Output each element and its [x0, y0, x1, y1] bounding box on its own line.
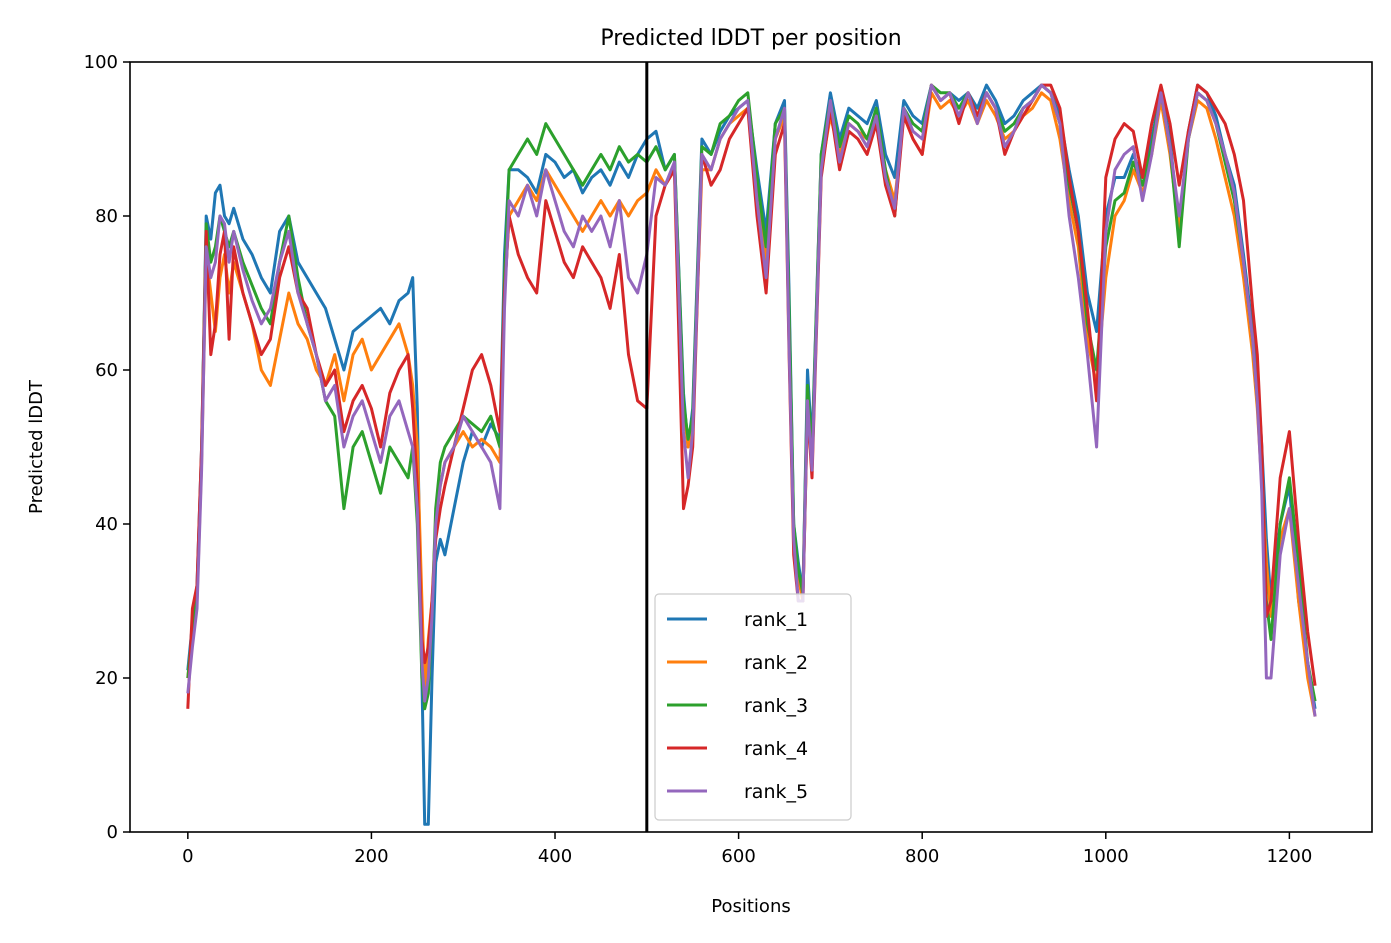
legend-label-rank_1: rank_1 [744, 609, 808, 631]
x-tick-label: 0 [182, 846, 193, 867]
x-tick-label: 1000 [1083, 846, 1129, 867]
y-tick-label: 80 [95, 206, 118, 227]
y-tick-label: 100 [84, 52, 118, 73]
legend-box [654, 593, 852, 821]
legend-label-rank_4: rank_4 [744, 738, 808, 760]
series-layer [186, 83, 1317, 826]
series-line-rank_4 [186, 83, 1317, 709]
series-line-rank_5 [186, 83, 1317, 717]
legend-label-rank_3: rank_3 [744, 695, 808, 717]
y-tick-label: 60 [95, 360, 118, 381]
plot-frame [129, 61, 1373, 833]
y-axis-label: Predicted lDDT [26, 379, 47, 514]
x-tick-label: 400 [538, 846, 572, 867]
series-line-rank_1 [186, 83, 1317, 826]
x-tick-label: 1200 [1266, 846, 1312, 867]
chart-title: Predicted lDDT per position [600, 26, 901, 51]
legend-label-rank_2: rank_2 [744, 652, 808, 674]
series-line-rank_3 [186, 83, 1317, 711]
y-axis: 0 20 40 60 80 100 [84, 52, 130, 843]
x-axis-label: Positions [711, 896, 790, 917]
y-tick-label: 0 [107, 822, 118, 843]
legend: rank_1 rank_2 rank_3 rank_4 rank_5 [654, 593, 852, 821]
legend-label-rank_5: rank_5 [744, 781, 808, 803]
x-axis: 0 200 400 600 800 1000 1200 [182, 832, 1312, 867]
y-tick-label: 40 [95, 514, 118, 535]
x-tick-label: 800 [905, 846, 939, 867]
x-tick-label: 600 [721, 846, 755, 867]
y-tick-label: 20 [95, 668, 118, 689]
x-tick-label: 200 [354, 846, 388, 867]
